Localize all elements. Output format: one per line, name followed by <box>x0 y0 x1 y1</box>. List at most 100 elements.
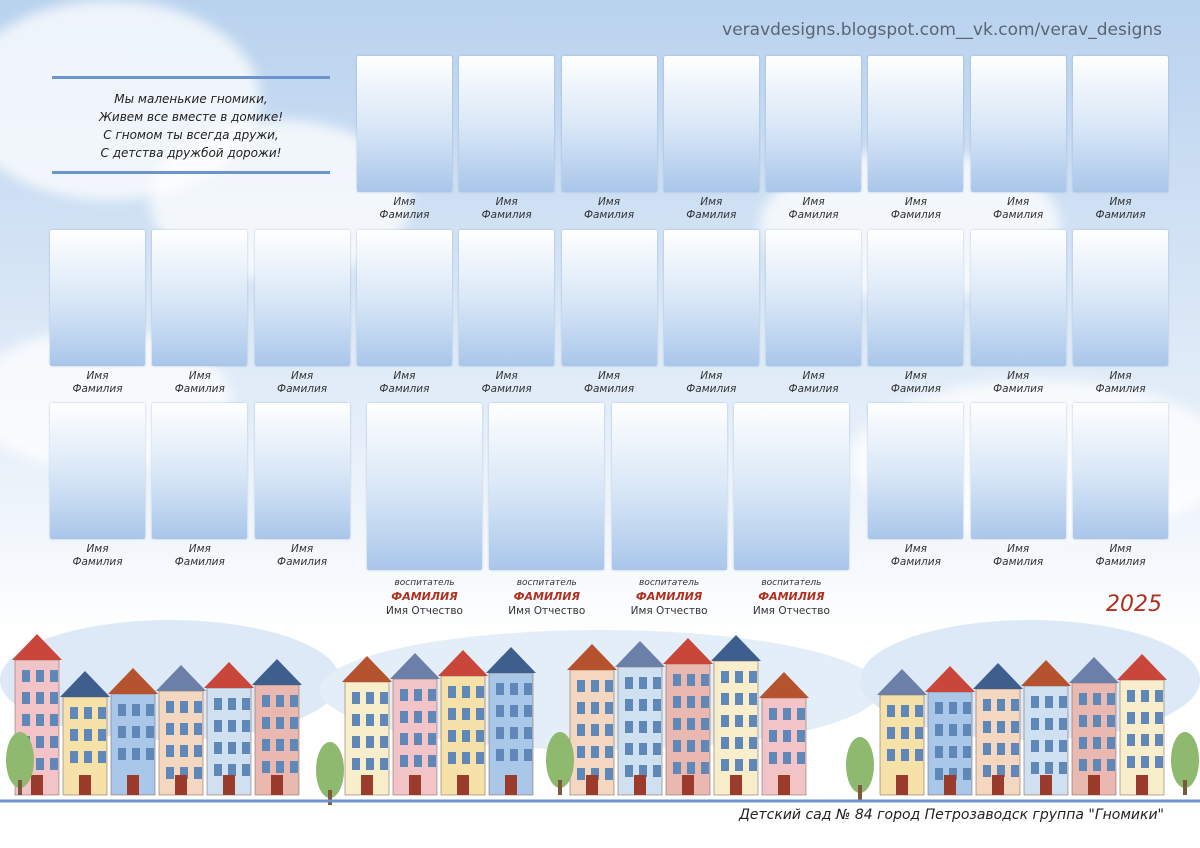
house-part <box>1127 756 1135 768</box>
photo-slot <box>254 230 350 366</box>
photo-slot <box>868 230 964 366</box>
child-label: Имя Фамилия <box>449 370 564 396</box>
child-surname: Фамилия <box>72 383 123 395</box>
house-part <box>1021 660 1071 686</box>
child-label: Имя Фамилия <box>654 370 769 396</box>
photo-slot <box>561 230 657 366</box>
house-part <box>721 693 729 705</box>
house-part <box>180 723 188 735</box>
house-part <box>180 701 188 713</box>
child-label: Имя Фамилия <box>654 196 769 222</box>
house-part <box>997 721 1005 733</box>
teacher-label: воспитатель ФАМИЛИЯ Имя Отчество <box>724 576 859 618</box>
house-part <box>944 775 956 795</box>
house-part <box>1031 696 1039 708</box>
house-part <box>409 775 421 795</box>
house-part <box>673 696 681 708</box>
poem-line: С гномом ты всегда дружи, <box>103 128 279 142</box>
house-part <box>1141 690 1149 702</box>
teacher-surname: ФАМИЛИЯ <box>513 590 580 603</box>
teacher-surname: ФАМИЛИЯ <box>758 590 825 603</box>
house-part <box>1088 775 1100 795</box>
house-part <box>983 699 991 711</box>
house-part <box>1107 759 1115 771</box>
house-part <box>496 749 504 761</box>
child-name: Имя <box>188 543 211 555</box>
house-part <box>783 708 791 720</box>
house-part <box>252 659 302 685</box>
house-part <box>414 711 422 723</box>
house-part <box>983 721 991 733</box>
house-part <box>1183 780 1187 795</box>
house-part <box>797 752 805 764</box>
photo-slot <box>1073 230 1168 366</box>
child-surname: Фамилия <box>686 209 737 221</box>
house-part <box>262 761 270 773</box>
house-part <box>711 635 761 661</box>
house-part <box>778 775 790 795</box>
child-name: Имя <box>700 196 723 208</box>
child-name: Имя <box>188 370 211 382</box>
child-name: Имя <box>1109 196 1132 208</box>
house-part <box>400 711 408 723</box>
house-part <box>915 705 923 717</box>
house-part <box>242 720 250 732</box>
house-part <box>935 724 943 736</box>
house-part <box>1059 740 1067 752</box>
teacher-surname: ФАМИЛИЯ <box>635 590 703 603</box>
house-part <box>462 686 470 698</box>
house-part <box>687 740 695 752</box>
house-part <box>194 723 202 735</box>
house-part <box>1107 693 1115 705</box>
house-part <box>558 780 562 795</box>
house-part <box>877 669 927 695</box>
house-part <box>146 704 154 716</box>
house-part <box>462 752 470 764</box>
house-part <box>50 758 58 770</box>
house-part <box>366 692 374 704</box>
child-label: Имя Фамилия <box>961 543 1076 569</box>
house-part <box>935 702 943 714</box>
house-part <box>1093 759 1101 771</box>
child-name: Имя <box>904 196 927 208</box>
child-surname: Фамилия <box>1095 556 1146 568</box>
child-surname: Фамилия <box>993 556 1044 568</box>
house-part <box>1040 775 1052 795</box>
child-surname: Фамилия <box>72 556 123 568</box>
child-label: Имя Фамилия <box>142 370 257 396</box>
house-part <box>1059 696 1067 708</box>
house-part <box>50 714 58 726</box>
house-part <box>673 718 681 730</box>
house-part <box>510 749 518 761</box>
house-part <box>887 705 895 717</box>
house-part <box>98 751 106 763</box>
house-part <box>36 670 44 682</box>
child-name: Имя <box>1109 543 1132 555</box>
child-name: Имя <box>393 196 416 208</box>
child-label: Имя Фамилия <box>245 543 360 569</box>
house-part <box>79 775 91 795</box>
house-part <box>1045 696 1053 708</box>
house-part <box>605 768 613 780</box>
teacher-role: воспитатель <box>761 578 822 588</box>
house-part <box>400 689 408 701</box>
teacher-name: Имя Отчество <box>508 605 586 617</box>
house-part <box>1079 759 1087 771</box>
house-part <box>1093 693 1101 705</box>
house-part <box>846 737 874 793</box>
house-part <box>673 740 681 752</box>
house-part <box>262 717 270 729</box>
photo-slot <box>356 230 452 366</box>
child-name: Имя <box>597 370 621 382</box>
house-part <box>605 702 613 714</box>
house-part <box>673 762 681 774</box>
house-part <box>476 708 484 720</box>
house-part <box>983 743 991 755</box>
house-part <box>653 743 661 755</box>
photo-slot <box>561 56 657 192</box>
house-part <box>60 671 110 697</box>
house-part <box>735 671 743 683</box>
house-part <box>18 780 22 795</box>
house-part <box>12 634 62 660</box>
house-part <box>721 671 729 683</box>
